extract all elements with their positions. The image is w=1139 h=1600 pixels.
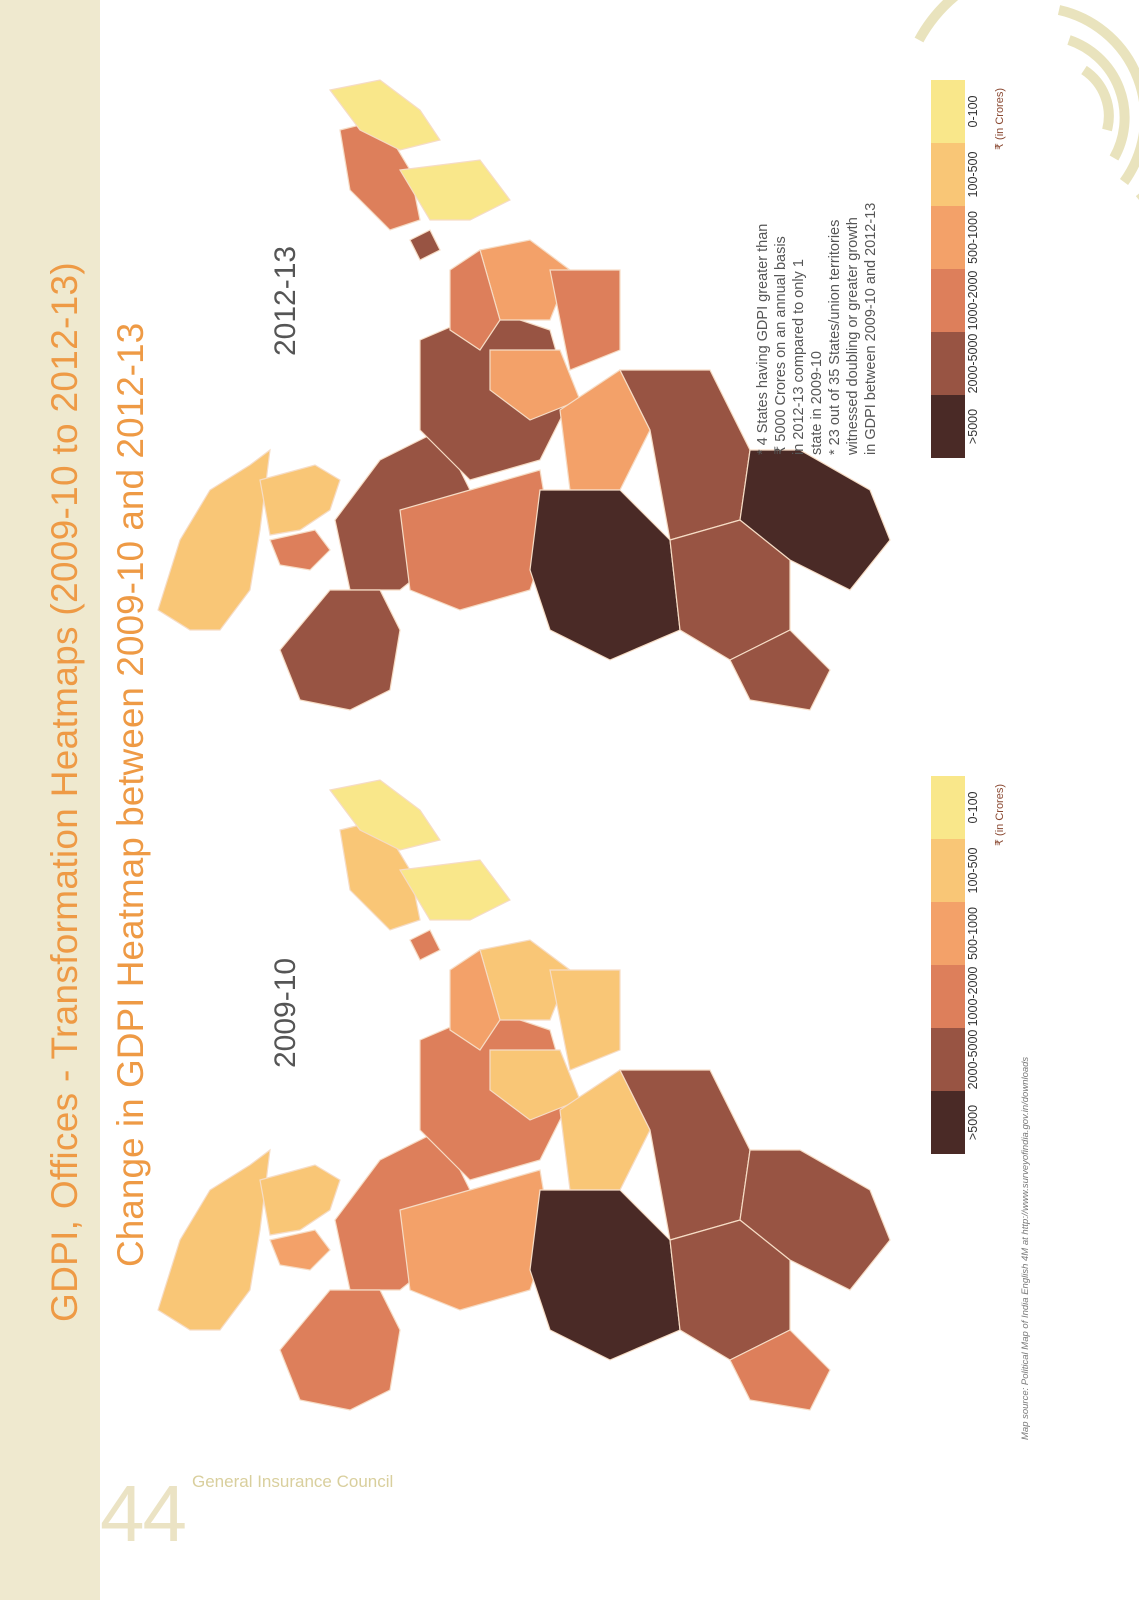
- legend-label: 0-100: [966, 95, 980, 128]
- notes-box: * 4 States having GDPI greater than ₹ 50…: [754, 203, 880, 455]
- legend-labels-2009-10: >5000 2000-5000 1000-2000 500-1000 100-500 0-…: [966, 776, 980, 1154]
- region-kerala: [729, 629, 831, 711]
- legend-swatch-0-100: [931, 776, 965, 839]
- legend-label: 500-1000: [966, 211, 980, 264]
- decorative-arcs: [914, 0, 1139, 200]
- legend-swatch-500-1000: [931, 902, 965, 965]
- page-title: GDPI, Offices - Transformation Heatmaps …: [44, 262, 85, 1322]
- region-jk: [157, 448, 271, 631]
- note-line: * 23 out of 35 States/union territories: [827, 219, 843, 455]
- region-punjab: [269, 1229, 331, 1271]
- legend-swatch-1000-2000: [931, 269, 965, 332]
- region-jharkhand: [489, 1049, 581, 1121]
- region-gujarat: [279, 589, 401, 711]
- map-label-2009-10: 2009-10: [269, 957, 302, 1068]
- page-number: 44: [100, 1469, 187, 1558]
- legend-2012-13: [931, 80, 965, 458]
- note-line: in 2012-13 compared to only 1: [791, 259, 807, 455]
- legend-label: >5000: [966, 408, 980, 445]
- legend-swatch-2000-5000: [931, 332, 965, 395]
- legend-label: 2000-5000: [966, 1029, 980, 1090]
- legend-label: >5000: [966, 1104, 980, 1141]
- legend-2009-10: [931, 776, 965, 1154]
- legend-unit-2012-13: ₹ (in Crores): [994, 87, 1006, 150]
- legend-swatch-100-500: [931, 839, 965, 902]
- region-arunachal: [328, 779, 441, 851]
- legend-label: 0-100: [966, 791, 980, 824]
- region-odisha: [549, 269, 621, 371]
- region-arunachal: [328, 79, 441, 151]
- region-jk: [157, 1148, 271, 1331]
- map-label-2012-13: 2012-13: [269, 245, 302, 356]
- region-ne-states: [399, 159, 511, 221]
- legend-labels-2012-13: >5000 2000-5000 1000-2000 500-1000 100-500 0-…: [966, 80, 980, 458]
- region-gujarat: [279, 1289, 401, 1411]
- region-jharkhand: [489, 349, 581, 421]
- side-band: [0, 0, 100, 1600]
- region-sikkim: [409, 929, 441, 961]
- legend-swatch-over-5000: [931, 1091, 965, 1154]
- legend-label: 1000-2000: [966, 270, 980, 331]
- legend-swatch-0-100: [931, 80, 965, 143]
- map-source-note: Map source: Political Map of India Engli…: [1020, 1056, 1031, 1440]
- region-odisha: [549, 969, 621, 1071]
- note-line: ₹ 5000 Crores on an annual basis: [773, 236, 789, 455]
- region-maharashtra: [529, 489, 681, 661]
- region-wb: [449, 949, 501, 1051]
- region-chhattisgarh: [559, 369, 651, 491]
- region-wb: [449, 249, 501, 351]
- note-line: state in 2009-10: [809, 351, 825, 455]
- legend-unit-2009-10: ₹ (in Crores): [994, 783, 1006, 846]
- legend-label: 100-500: [966, 847, 980, 894]
- note-line: * 4 States having GDPI greater than: [755, 223, 771, 455]
- legend-swatch-1000-2000: [931, 965, 965, 1028]
- legend-label: 2000-5000: [966, 333, 980, 394]
- legend-label: 500-1000: [966, 907, 980, 960]
- region-kerala: [729, 1329, 831, 1411]
- legend-swatch-over-5000: [931, 395, 965, 458]
- region-punjab: [269, 529, 331, 571]
- india-heatmap-2009-10: [157, 779, 891, 1411]
- region-tamilnadu: [739, 1149, 891, 1291]
- note-line: in GDPI between 2009-10 and 2012-13: [863, 202, 879, 455]
- india-heatmap-2012-13: [157, 79, 891, 711]
- legend-swatch-100-500: [931, 143, 965, 206]
- legend-label: 100-500: [966, 151, 980, 198]
- region-chhattisgarh: [559, 1069, 651, 1191]
- region-sikkim: [409, 229, 441, 261]
- legend-swatch-500-1000: [931, 206, 965, 269]
- region-hp: [259, 1164, 341, 1236]
- publisher-name: General Insurance Council: [192, 1472, 394, 1491]
- legend-swatch-2000-5000: [931, 1028, 965, 1091]
- region-ne-states: [399, 859, 511, 921]
- region-tamilnadu: [739, 449, 891, 591]
- note-line: witnessed doubling or greater growth: [845, 217, 861, 455]
- legend-label: 1000-2000: [966, 966, 980, 1027]
- region-maharashtra: [529, 1189, 681, 1361]
- page-subtitle: Change in GDPI Heatmap between 2009-10 a…: [110, 322, 151, 1267]
- region-hp: [259, 464, 341, 536]
